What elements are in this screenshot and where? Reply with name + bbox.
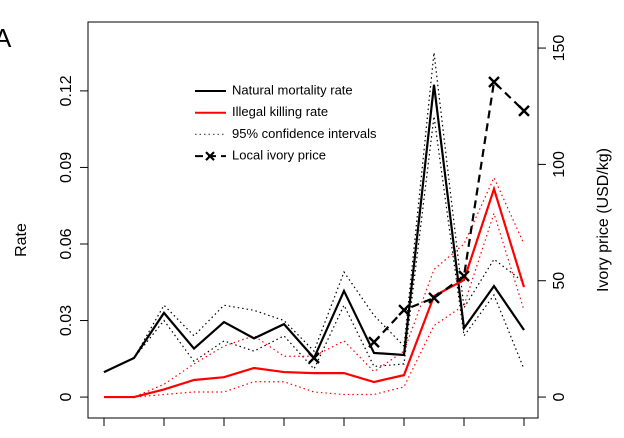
point-marker [368,336,380,348]
series-line [104,185,526,399]
point-marker [518,105,530,117]
y2-tick-label: 0 [551,393,568,402]
y-tick-label: 0.03 [58,305,75,336]
y2-tick-label: 150 [551,35,568,62]
point-marker [398,304,410,316]
legend-marker [205,151,215,161]
ci-upper [104,176,525,398]
y2-tick-label: 100 [551,151,568,178]
legend-label: Natural mortality rate [232,82,353,97]
legend-label: 95% confidence intervals [232,126,377,141]
point-marker [488,76,500,88]
y-tick-label: 0.06 [58,228,75,259]
y2-axis-label: Ivory price (USD/kg) [595,148,612,292]
point-marker [308,352,320,364]
y-tick-label: 0.12 [58,75,75,106]
legend-label: Local ivory price [232,148,326,163]
y-tick-label: 0.09 [58,152,75,183]
y-axis-label: Rate [13,223,30,257]
plot-frame [87,21,539,419]
y-tick-label: 0 [58,393,75,402]
ci-upper [103,52,525,373]
y2-tick-label: 50 [551,272,568,290]
point-marker [458,270,470,282]
ci-lower [104,211,525,398]
point-marker [428,292,440,304]
panel-label: A [0,23,12,53]
legend-label: Illegal killing rate [232,104,328,119]
